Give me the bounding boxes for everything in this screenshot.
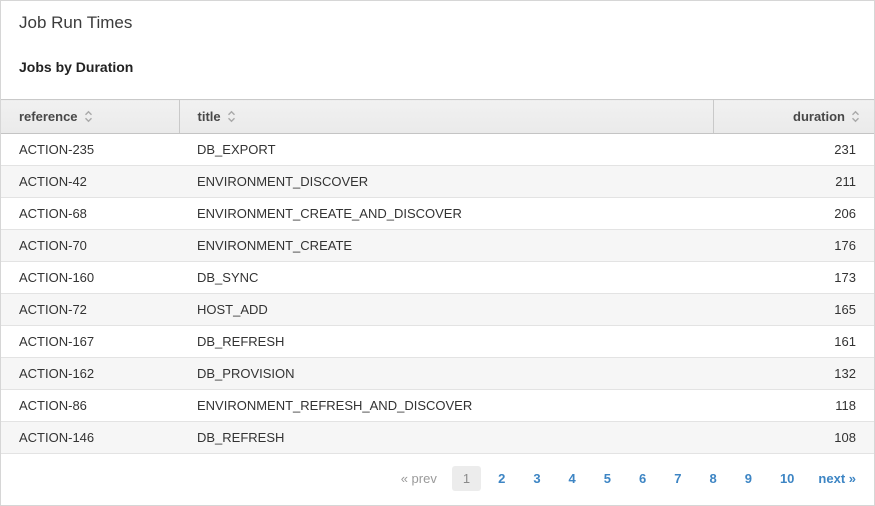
- cell-title: DB_PROVISION: [179, 357, 713, 390]
- table-header-row: reference title duration: [1, 99, 874, 134]
- cell-title: DB_REFRESH: [179, 421, 713, 454]
- cell-title: DB_EXPORT: [179, 133, 713, 166]
- pagination-prev[interactable]: « prev: [400, 471, 437, 486]
- cell-reference: ACTION-68: [1, 197, 179, 230]
- table-row[interactable]: ACTION-160 DB_SYNC 173: [1, 261, 874, 294]
- sort-chevrons-icon: [84, 110, 92, 123]
- section-title: Jobs by Duration: [19, 59, 134, 75]
- pagination-page-4[interactable]: 4: [568, 471, 576, 486]
- jobs-table: reference title duration ACTION-235 DB_EX…: [1, 99, 874, 454]
- cell-duration: 108: [713, 421, 874, 454]
- cell-reference: ACTION-160: [1, 261, 179, 294]
- pagination-page-1[interactable]: 1: [451, 466, 482, 491]
- cell-reference: ACTION-72: [1, 293, 179, 326]
- cell-reference: ACTION-162: [1, 357, 179, 390]
- table-row[interactable]: ACTION-162 DB_PROVISION 132: [1, 357, 874, 390]
- cell-reference: ACTION-235: [1, 133, 179, 166]
- pagination-page-6[interactable]: 6: [639, 471, 647, 486]
- table-row[interactable]: ACTION-68 ENVIRONMENT_CREATE_AND_DISCOVER…: [1, 197, 874, 230]
- pagination: « prev 1 2 3 4 5 6 7 8 9 10 next »: [1, 454, 874, 503]
- cell-reference: ACTION-146: [1, 421, 179, 454]
- cell-reference: ACTION-70: [1, 229, 179, 262]
- table-row[interactable]: ACTION-42 ENVIRONMENT_DISCOVER 211: [1, 165, 874, 198]
- table-row[interactable]: ACTION-70 ENVIRONMENT_CREATE 176: [1, 229, 874, 262]
- panel-header: Job Run Times Jobs by Duration: [1, 1, 874, 99]
- sort-chevrons-icon: [852, 110, 859, 123]
- cell-duration: 118: [713, 389, 874, 422]
- cell-title: ENVIRONMENT_CREATE_AND_DISCOVER: [179, 197, 713, 230]
- column-label-title: title: [197, 109, 221, 124]
- pagination-page-10[interactable]: 10: [779, 471, 795, 486]
- cell-title: ENVIRONMENT_DISCOVER: [179, 165, 713, 198]
- pagination-page-9[interactable]: 9: [744, 471, 752, 486]
- cell-title: HOST_ADD: [179, 293, 713, 326]
- cell-duration: 206: [713, 197, 874, 230]
- pagination-page-2[interactable]: 2: [498, 471, 506, 486]
- table-row[interactable]: ACTION-72 HOST_ADD 165: [1, 293, 874, 326]
- cell-duration: 132: [713, 357, 874, 390]
- pagination-page-3[interactable]: 3: [533, 471, 541, 486]
- cell-reference: ACTION-86: [1, 389, 179, 422]
- cell-duration: 165: [713, 293, 874, 326]
- cell-title: DB_REFRESH: [179, 325, 713, 358]
- pagination-next[interactable]: next »: [818, 471, 856, 486]
- table-row[interactable]: ACTION-167 DB_REFRESH 161: [1, 325, 874, 358]
- cell-title: ENVIRONMENT_REFRESH_AND_DISCOVER: [179, 389, 713, 422]
- column-header-reference[interactable]: reference: [1, 99, 179, 134]
- column-label-reference: reference: [19, 109, 78, 124]
- table-row[interactable]: ACTION-235 DB_EXPORT 231: [1, 133, 874, 166]
- cell-title: DB_SYNC: [179, 261, 713, 294]
- cell-duration: 211: [713, 165, 874, 198]
- column-label-duration: duration: [793, 109, 845, 124]
- page-title: Job Run Times: [19, 13, 133, 32]
- column-header-duration[interactable]: duration: [712, 99, 874, 134]
- cell-duration: 231: [713, 133, 874, 166]
- cell-reference: ACTION-42: [1, 165, 179, 198]
- column-header-title[interactable]: title: [178, 99, 713, 134]
- pagination-page-8[interactable]: 8: [709, 471, 717, 486]
- table-row[interactable]: ACTION-86 ENVIRONMENT_REFRESH_AND_DISCOVE…: [1, 389, 874, 422]
- cell-duration: 161: [713, 325, 874, 358]
- cell-duration: 173: [713, 261, 874, 294]
- cell-reference: ACTION-167: [1, 325, 179, 358]
- cell-title: ENVIRONMENT_CREATE: [179, 229, 713, 262]
- table-row[interactable]: ACTION-146 DB_REFRESH 108: [1, 421, 874, 454]
- pagination-page-7[interactable]: 7: [674, 471, 682, 486]
- sort-chevrons-icon: [227, 110, 235, 123]
- pagination-page-5[interactable]: 5: [603, 471, 612, 486]
- cell-duration: 176: [713, 229, 874, 262]
